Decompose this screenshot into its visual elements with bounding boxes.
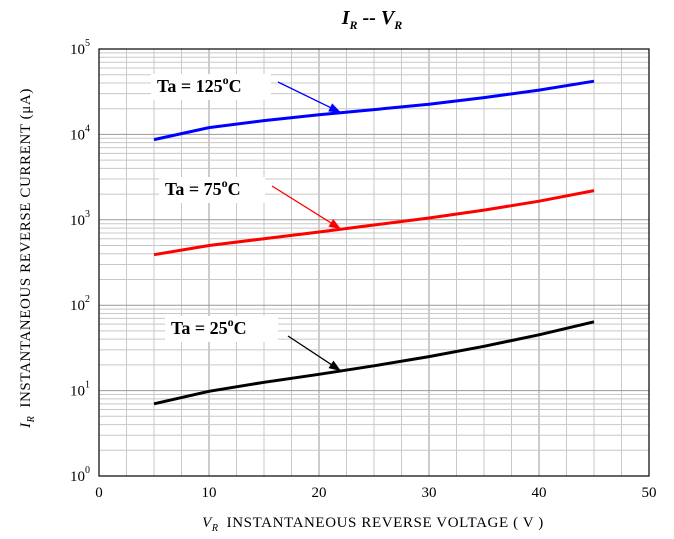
y-tick-exponent: 1 <box>85 380 90 391</box>
annotation-label-degree: o <box>228 315 234 329</box>
y-tick-exponent: 2 <box>85 294 90 305</box>
y-tick-base: 10 <box>70 384 85 400</box>
x-tick-label: 20 <box>312 485 327 501</box>
y-tick-exponent: 0 <box>85 465 90 476</box>
y-tick-base: 10 <box>70 127 85 143</box>
title-sub-2: R <box>393 18 402 32</box>
x-tick-label: 10 <box>202 485 217 501</box>
series-line-t25 <box>153 320 595 406</box>
x-tick-label: 0 <box>95 485 103 501</box>
annotation-label-prefix: Ta = 125 <box>157 76 223 96</box>
title-main-2: V <box>381 7 396 29</box>
y-tick-base: 10 <box>70 469 85 485</box>
y-tick-exponent: 4 <box>85 123 90 134</box>
x-tick-label: 30 <box>422 485 437 501</box>
chart-title: IR -- VR <box>341 7 403 32</box>
y-tick-base: 10 <box>70 213 85 229</box>
y-tick-label: 102 <box>70 294 90 314</box>
x-axis-label: VR INSTANTANEOUS REVERSE VOLTAGE ( V ) <box>202 515 544 534</box>
annotation-background-t125 <box>151 74 271 100</box>
annotation-label-suffix: C <box>229 76 242 96</box>
series-line-t125 <box>153 79 595 142</box>
annotation-label-prefix: Ta = 25 <box>171 318 228 338</box>
x-tick-label: 40 <box>532 485 547 501</box>
annotation-label-degree: o <box>223 73 229 87</box>
y-axis-label: IR INSTANTANEOUS REVERSE CURRENT (μA) <box>18 88 37 429</box>
annotation-label-t125: Ta = 125oC <box>157 73 242 96</box>
title-separator: -- <box>358 7 381 29</box>
annotation-label-t25: Ta = 25oC <box>171 315 247 338</box>
x-axis-text: INSTANTANEOUS REVERSE VOLTAGE ( V ) <box>227 515 544 531</box>
annotation-arrowhead-t125 <box>328 103 341 113</box>
y-tick-base: 10 <box>70 298 85 314</box>
data-series <box>153 79 595 406</box>
annotation-label-degree: o <box>222 176 228 190</box>
y-axis-text: INSTANTANEOUS REVERSE CURRENT (μA) <box>18 88 34 408</box>
annotation-arrowhead-t25 <box>328 360 341 371</box>
annotation-label-prefix: Ta = 75 <box>165 179 222 199</box>
annotation-background-t25 <box>165 316 278 342</box>
y-tick-exponent: 3 <box>85 209 90 220</box>
title-main-1: I <box>341 7 351 29</box>
annotation-arrowhead-t75 <box>328 218 341 230</box>
y-axis-symbol: I <box>18 422 34 429</box>
title-sub-1: R <box>349 18 358 32</box>
annotation-label-suffix: C <box>234 318 247 338</box>
annotation-label-suffix: C <box>228 179 241 199</box>
annotation-leader-t75 <box>271 185 342 230</box>
annotation-background-t75 <box>159 177 265 203</box>
y-tick-base: 10 <box>70 42 85 58</box>
grid-lines <box>99 49 649 476</box>
x-axis-symbol: V <box>202 515 213 531</box>
x-axis-symbol-sub: R <box>211 523 219 534</box>
y-tick-exponent: 5 <box>85 38 90 49</box>
x-tick-labels: 0 10 20 30 40 50 <box>95 485 656 501</box>
y-tick-label: 100 <box>70 465 90 485</box>
series-line-t75 <box>153 189 595 257</box>
x-tick-label: 50 <box>642 485 657 501</box>
y-tick-label: 101 <box>70 380 90 400</box>
y-tick-label: 104 <box>70 123 90 143</box>
annotation-label-t75: Ta = 75oC <box>165 176 241 199</box>
y-tick-label: 103 <box>70 209 90 229</box>
y-axis-symbol-sub: R <box>26 416 37 424</box>
y-tick-label: 105 <box>70 38 90 58</box>
plot-frame <box>98 48 650 477</box>
